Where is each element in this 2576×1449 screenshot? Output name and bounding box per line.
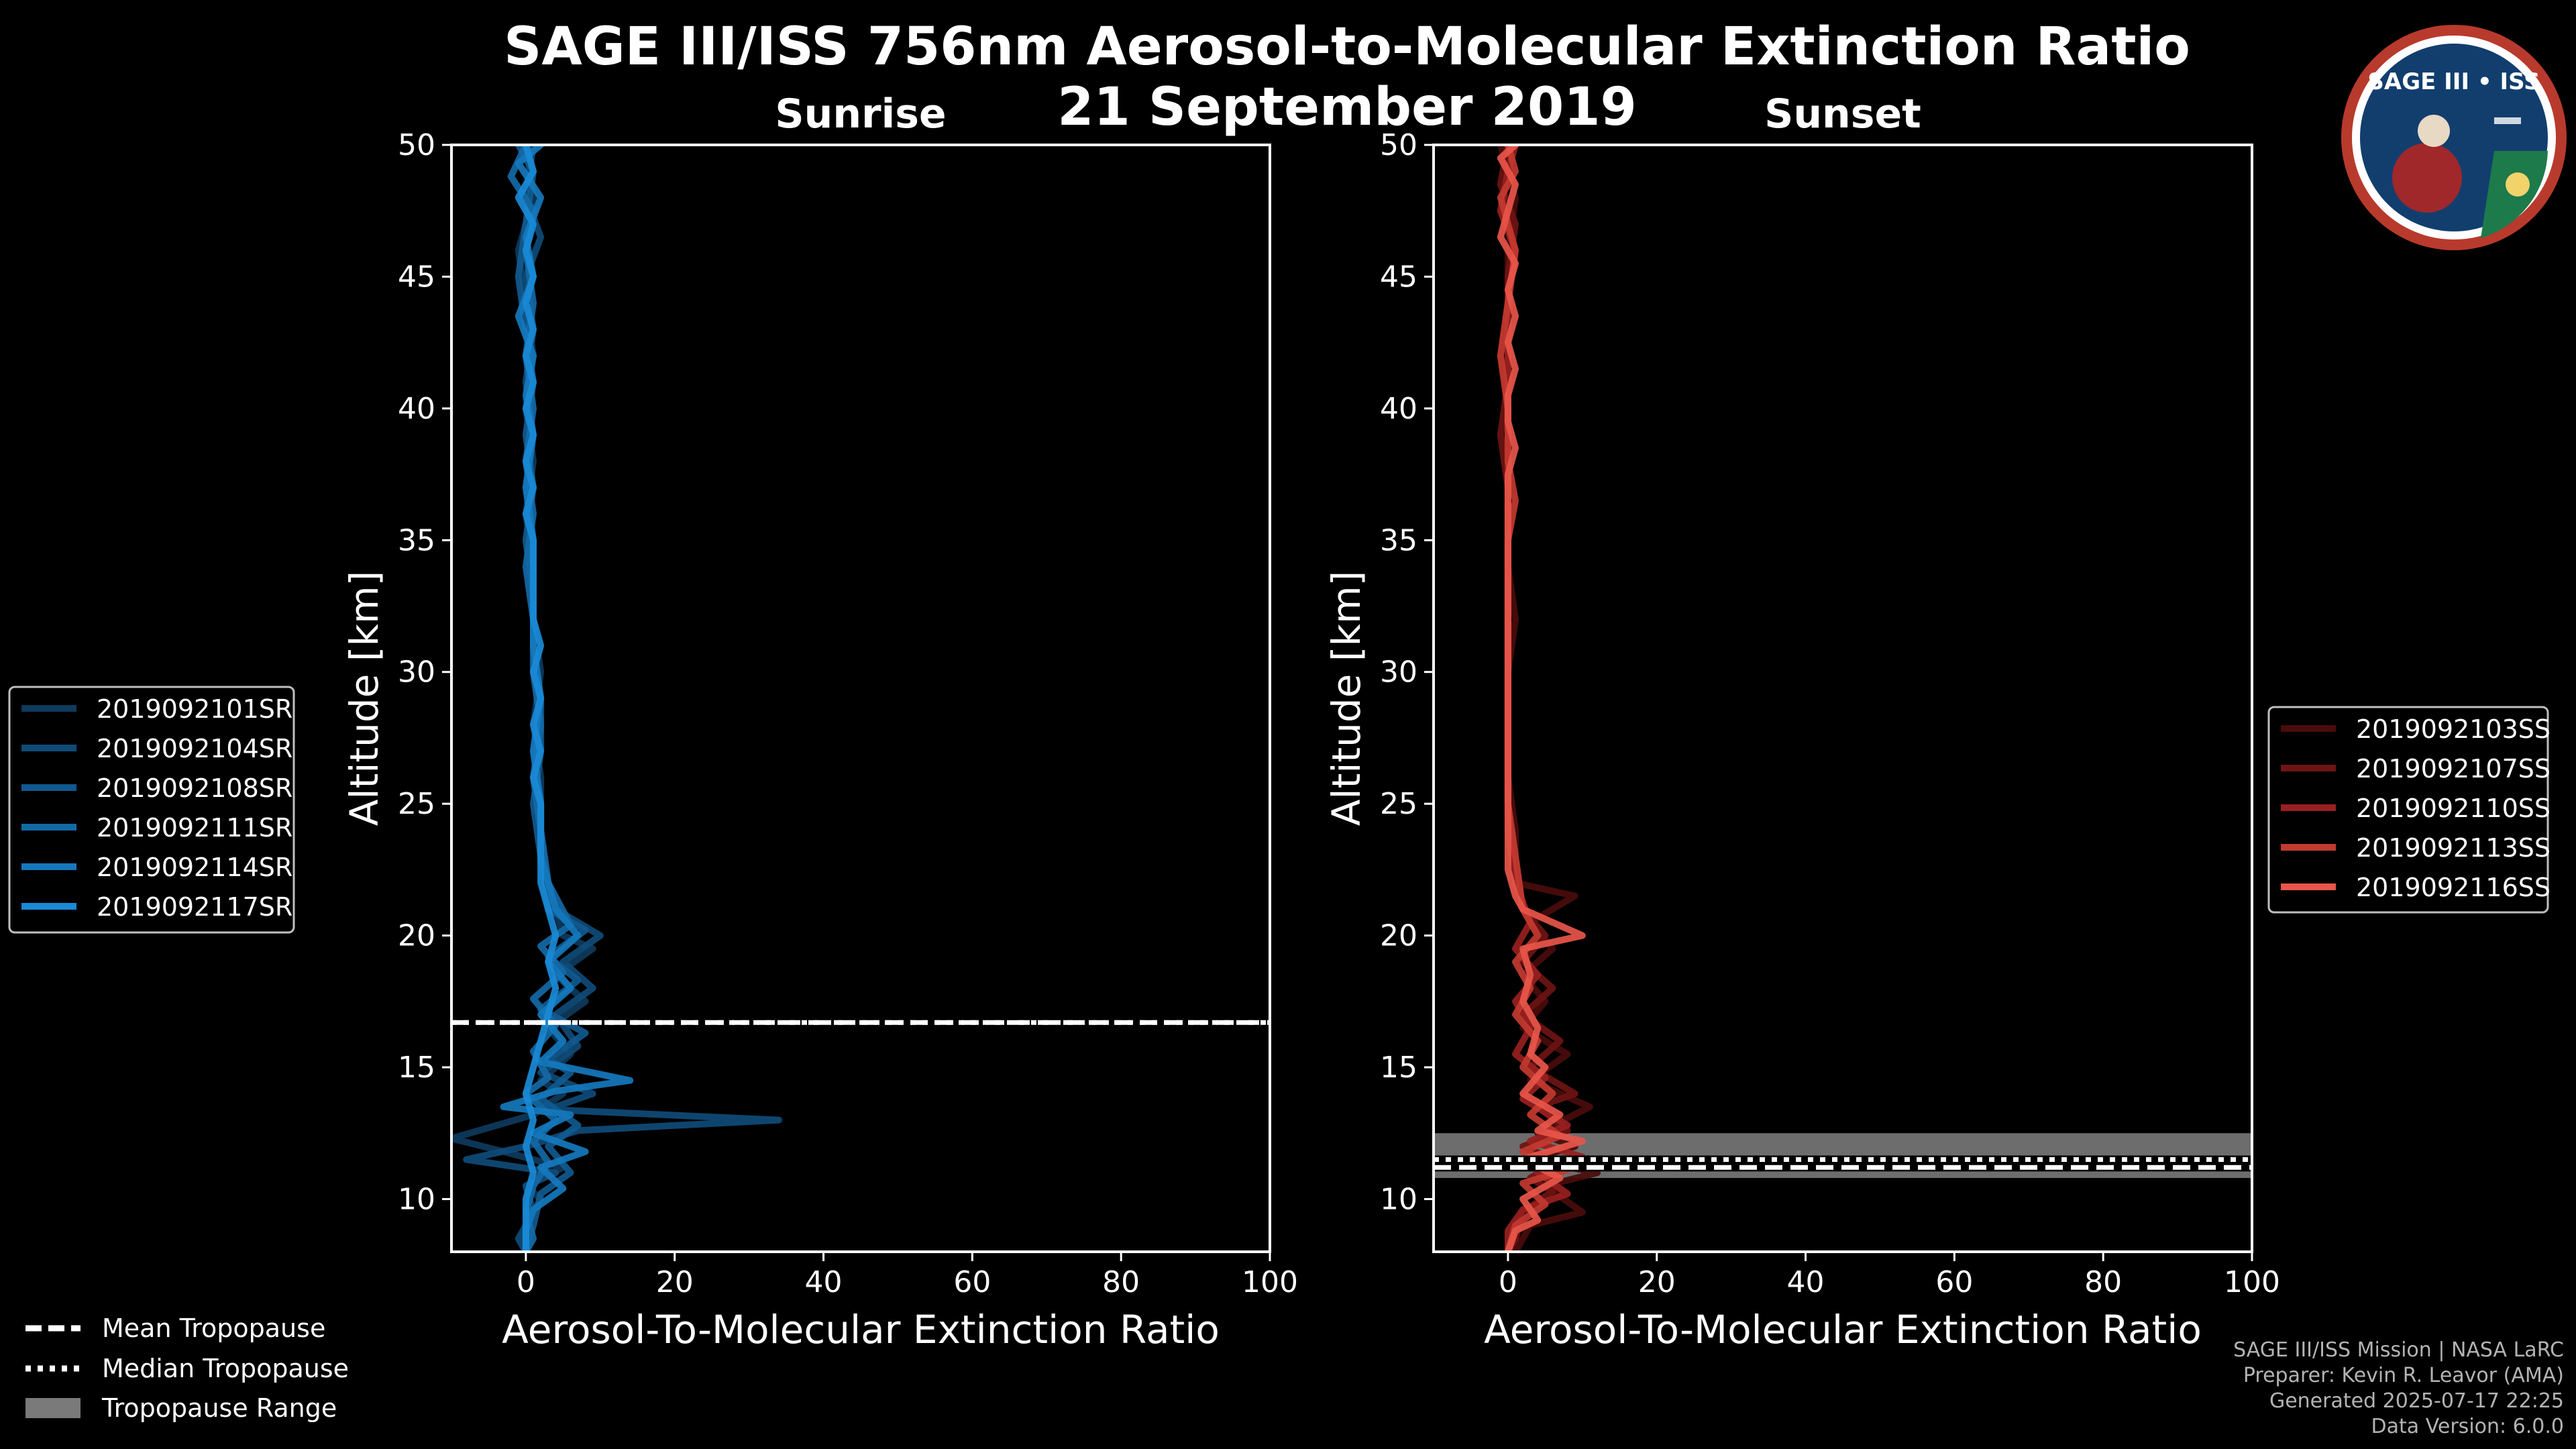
footer-version: Data Version: 6.0.0 xyxy=(2371,1415,2564,1438)
plot-area xyxy=(1434,145,2252,1252)
x-tick-label: 60 xyxy=(953,1265,991,1299)
y-tick-label: 40 xyxy=(398,392,435,426)
legend-label-2019092114SR: 2019092114SR xyxy=(97,853,292,882)
y-tick-label: 45 xyxy=(398,260,435,294)
x-tick-label: 80 xyxy=(1102,1265,1140,1299)
legend-label-2019092104SR: 2019092104SR xyxy=(97,734,292,763)
plot-frame xyxy=(1432,144,2253,1253)
y-tick-label: 35 xyxy=(1380,523,1417,557)
y-tick-label: 35 xyxy=(398,523,435,557)
footer-mission: SAGE III/ISS Mission | NASA LaRC xyxy=(2233,1338,2564,1362)
legend-label-2019092113SS: 2019092113SS xyxy=(2356,833,2551,863)
legend-label-2019092117SR: 2019092117SR xyxy=(97,892,292,922)
series-line-2019092113SS xyxy=(1497,145,1578,1252)
x-tick-label: 20 xyxy=(1638,1265,1676,1299)
legend-label-2019092116SS: 2019092116SS xyxy=(2356,873,2551,902)
logo-figure xyxy=(2392,143,2462,213)
y-axis-label: Altitude [km] xyxy=(341,571,387,826)
y-tick-label: 10 xyxy=(1380,1182,1417,1216)
logo-figure-head xyxy=(2418,115,2450,147)
logo-sun-icon xyxy=(2506,172,2530,197)
x-tick-label: 20 xyxy=(656,1265,694,1299)
y-tick-label: 15 xyxy=(398,1051,435,1085)
y-tick-label: 45 xyxy=(1380,260,1417,294)
x-tick-label: 0 xyxy=(517,1265,535,1299)
sunset-legend: 2019092103SS 2019092107SS 2019092110SS 2019… xyxy=(2267,706,2551,914)
plot-frame xyxy=(450,144,1271,1253)
mean-tropopause-label: Mean Tropopause xyxy=(102,1313,325,1343)
x-tick-label: 100 xyxy=(1242,1265,1298,1299)
logo-station-icon xyxy=(2494,117,2521,124)
x-tick-label: 80 xyxy=(2084,1265,2122,1299)
sunset-panel: 0 20 40 60 80 100 10 15 20 25 30 35 40 45 50 Sunset Aero… xyxy=(1324,91,2280,1352)
tropopause-range-label: Tropopause Range xyxy=(101,1393,337,1423)
panel-title: Sunrise xyxy=(775,91,946,138)
y-tick-label: 50 xyxy=(1380,128,1417,162)
plot-data xyxy=(1434,145,2252,1252)
y-tick-label: 25 xyxy=(398,787,435,821)
y-tick-label: 40 xyxy=(1380,392,1417,426)
footer-credits: SAGE III/ISS Mission | NASA LaRC Prepare… xyxy=(2233,1338,2564,1440)
x-tick-label: 60 xyxy=(1935,1265,1973,1299)
legend-label-2019092101SR: 2019092101SR xyxy=(97,694,292,724)
x-tick-label: 40 xyxy=(805,1265,843,1299)
plot-data xyxy=(451,145,1270,1252)
y-tick-label: 20 xyxy=(398,919,435,953)
tropopause-range-swatch xyxy=(25,1398,80,1418)
y-tick-label: 25 xyxy=(1380,787,1417,821)
x-tick-label: 0 xyxy=(1499,1265,1517,1299)
tropopause-legend: Mean Tropopause Median Tropopause Tropop… xyxy=(25,1313,349,1423)
y-tick-label: 15 xyxy=(1380,1051,1417,1085)
x-tick-label: 40 xyxy=(1787,1265,1825,1299)
series-line-2019092116SS xyxy=(1497,145,1586,1252)
logo-text: SAGE III • ISS xyxy=(2367,68,2540,95)
legend-frame xyxy=(8,686,295,934)
footer-preparer: Preparer: Kevin R. Leavor (AMA) xyxy=(2243,1364,2564,1387)
figure-date: 21 September 2019 xyxy=(1057,77,1637,138)
x-tick-label: 100 xyxy=(2224,1265,2280,1299)
legend-label-2019092108SR: 2019092108SR xyxy=(97,773,292,803)
y-tick-label: 30 xyxy=(1380,655,1417,690)
legend-label-2019092111SR: 2019092111SR xyxy=(97,813,292,843)
y-tick-label: 50 xyxy=(398,128,435,162)
sunrise-legend: 2019092101SR 2019092104SR 2019092108SR 2019… xyxy=(8,686,295,934)
y-tick-label: 10 xyxy=(398,1182,435,1216)
panel-title: Sunset xyxy=(1764,91,1921,138)
median-tropopause-label: Median Tropopause xyxy=(102,1354,349,1383)
sage-logo: SAGE III • ISS xyxy=(2341,25,2567,250)
series-line-2019092117SR xyxy=(515,145,559,1252)
plot-area xyxy=(451,145,1270,1252)
legend-frame xyxy=(2267,706,2549,914)
y-tick-label: 20 xyxy=(1380,919,1417,953)
footer-generated: Generated 2025-07-17 22:25 xyxy=(2269,1389,2564,1413)
legend-label-2019092103SS: 2019092103SS xyxy=(2356,714,2551,744)
sunrise-panel: 0 20 40 60 80 100 10 15 20 25 30 35 40 45 50 Sunrise Aer… xyxy=(341,91,1298,1352)
figure-title: SAGE III/ISS 756nm Aerosol-to-Molecular … xyxy=(504,17,2190,77)
x-axis-label: Aerosol-To-Molecular Extinction Ratio xyxy=(502,1307,1220,1352)
y-axis-label: Altitude [km] xyxy=(1324,571,1369,826)
legend-label-2019092110SS: 2019092110SS xyxy=(2356,794,2551,823)
y-tick-label: 30 xyxy=(398,655,435,690)
x-axis-label: Aerosol-To-Molecular Extinction Ratio xyxy=(1484,1307,2202,1352)
legend-label-2019092107SS: 2019092107SS xyxy=(2356,754,2551,784)
